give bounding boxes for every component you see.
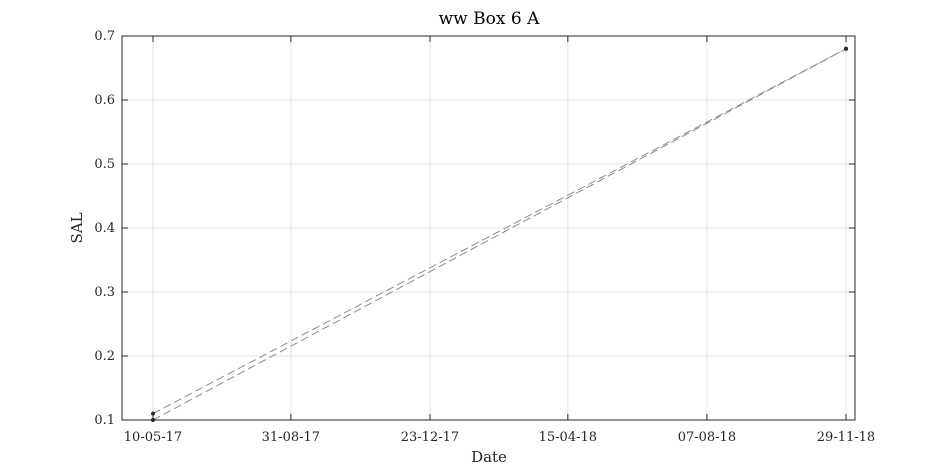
y-tick-label: 0.3 — [94, 285, 115, 300]
data-point — [844, 46, 848, 51]
y-tick-label: 0.1 — [94, 413, 115, 428]
x-tick-label: 15-04-18 — [539, 430, 597, 445]
x-axis-label: Date — [471, 448, 507, 466]
y-tick-label: 0.2 — [94, 349, 115, 364]
grid-layer — [122, 35, 855, 421]
series-line — [152, 48, 847, 421]
y-axis-label: SAL — [68, 212, 86, 243]
x-tick-label: 07-08-18 — [678, 430, 736, 445]
x-tick-layer: 10-05-17 31-08-17 23-12-17 15-04-18 07-08-18… — [124, 36, 875, 445]
series-line — [152, 48, 847, 415]
y-tick-label: 0.4 — [94, 221, 115, 236]
y-tick-label: 0.6 — [94, 93, 115, 108]
y-tick-label: 0.5 — [94, 157, 115, 172]
series-layer — [151, 46, 848, 422]
x-tick-label: 29-11-18 — [817, 430, 875, 445]
y-tick-label: 0.7 — [94, 29, 115, 44]
data-point — [151, 411, 155, 416]
x-tick-label: 31-08-17 — [262, 430, 320, 445]
x-tick-label: 10-05-17 — [124, 430, 182, 445]
chart-title: ww Box 6 A — [439, 9, 540, 29]
y-tick-layer: 0.1 0.2 0.3 0.4 0.5 0.6 0.7 — [94, 29, 855, 428]
x-tick-label: 23-12-17 — [401, 430, 459, 445]
